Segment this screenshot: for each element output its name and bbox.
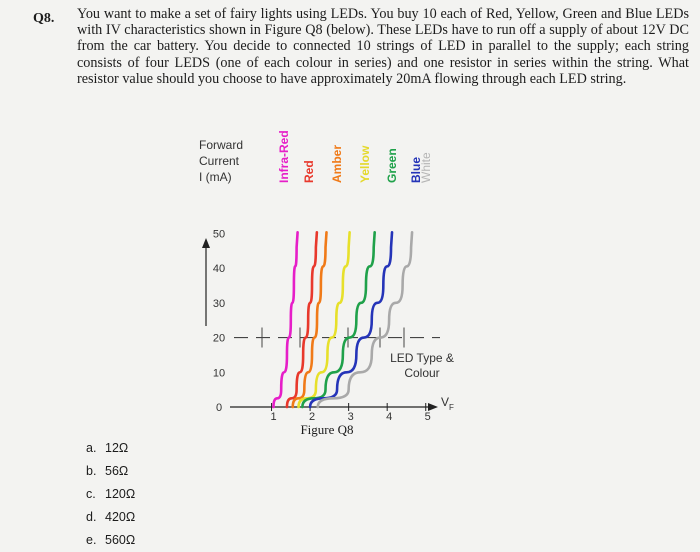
y-axis-arrow xyxy=(202,238,210,248)
option-c-value: 120Ω xyxy=(105,487,136,501)
option-a-value: 12Ω xyxy=(105,441,129,455)
question-text: You want to make a set of fairy lights u… xyxy=(77,6,689,87)
option-a[interactable]: a. 12Ω xyxy=(86,441,128,455)
option-a-label: a. xyxy=(86,441,97,455)
series-label-infra-red: Infra-Red xyxy=(277,130,291,183)
y-axis-label-line: Forward xyxy=(199,138,243,152)
option-e-label: e. xyxy=(86,533,97,547)
question-number: Q8. xyxy=(33,11,55,26)
y-tick-label: 0 xyxy=(216,402,222,414)
x-axis-arrow xyxy=(428,403,438,411)
option-b[interactable]: b. 56Ω xyxy=(86,464,128,478)
series-curve-red xyxy=(285,230,319,409)
x-tick-label: 2 xyxy=(309,411,315,423)
series-label-yellow: Yellow xyxy=(358,145,372,183)
series-curve-white xyxy=(316,230,414,409)
option-e-value: 560Ω xyxy=(105,533,136,547)
series-label-red: Red xyxy=(302,160,316,183)
series-curve-infra-red xyxy=(272,230,299,409)
series-curve-blue xyxy=(308,230,394,409)
option-d-label: d. xyxy=(86,510,97,524)
y-tick-label: 30 xyxy=(213,298,225,310)
option-d[interactable]: d. 420Ω xyxy=(86,510,135,524)
option-d-value: 420Ω xyxy=(105,510,136,524)
series-label-blue: Blue xyxy=(409,157,423,183)
x-tick-label: 5 xyxy=(425,411,431,423)
series-label-white: White xyxy=(419,152,433,183)
y-axis-label-line: I (mA) xyxy=(199,170,232,184)
x-tick-label: 3 xyxy=(348,411,354,423)
y-axis-label-line: Current xyxy=(199,154,240,168)
series-label-green: Green xyxy=(385,148,399,183)
option-c-label: c. xyxy=(86,487,96,501)
x-side-label-line: LED Type & xyxy=(390,351,454,365)
option-b-label: b. xyxy=(86,464,97,478)
y-tick-label: 50 xyxy=(213,228,225,240)
x-axis-label: V xyxy=(441,395,449,409)
option-e[interactable]: e. 560Ω xyxy=(86,533,135,547)
x-tick-label: 1 xyxy=(270,411,276,423)
series-curve-yellow xyxy=(297,230,351,409)
series-curve-green xyxy=(301,230,376,409)
series-label-amber: Amber xyxy=(330,145,344,183)
option-b-value: 56Ω xyxy=(105,464,129,478)
y-tick-label: 10 xyxy=(213,367,225,379)
figure-caption: Figure Q8 xyxy=(300,422,353,437)
x-tick-label: 4 xyxy=(386,411,392,423)
x-side-label-line: Colour xyxy=(404,366,439,380)
option-c[interactable]: c. 120Ω xyxy=(86,487,135,501)
series-curve-amber xyxy=(291,230,328,409)
y-tick-label: 40 xyxy=(213,263,225,275)
y-tick-label: 20 xyxy=(213,333,225,345)
x-axis-label-subscript: F xyxy=(449,403,454,412)
